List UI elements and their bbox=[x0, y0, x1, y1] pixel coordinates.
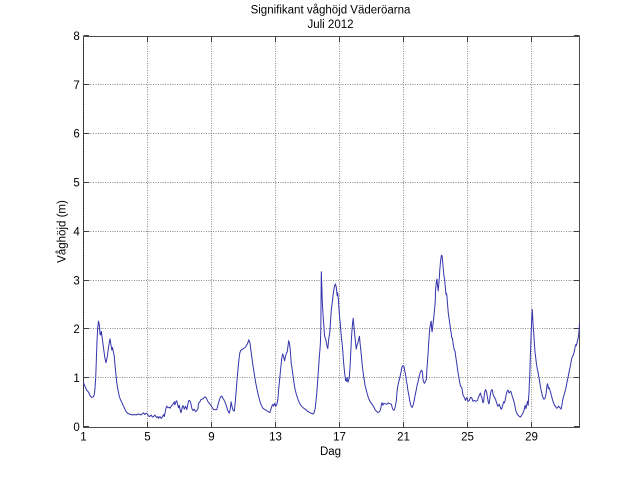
svg-text:Våghöjd (m): Våghöjd (m) bbox=[56, 200, 68, 263]
svg-text:8: 8 bbox=[73, 31, 79, 43]
svg-text:29: 29 bbox=[525, 432, 538, 444]
svg-text:Signifikant våghöjd Väderöarna: Signifikant våghöjd Väderöarna bbox=[251, 4, 411, 16]
svg-text:13: 13 bbox=[269, 432, 282, 444]
svg-text:25: 25 bbox=[461, 432, 474, 444]
svg-text:4: 4 bbox=[73, 226, 80, 238]
svg-text:5: 5 bbox=[73, 178, 79, 190]
svg-text:2: 2 bbox=[73, 324, 79, 336]
svg-text:3: 3 bbox=[73, 275, 79, 287]
svg-text:0: 0 bbox=[73, 422, 79, 434]
svg-text:6: 6 bbox=[73, 129, 79, 141]
svg-text:1: 1 bbox=[73, 373, 79, 385]
svg-text:9: 9 bbox=[208, 432, 214, 444]
svg-text:Juli 2012: Juli 2012 bbox=[307, 19, 353, 31]
svg-text:21: 21 bbox=[397, 432, 410, 444]
svg-text:7: 7 bbox=[73, 80, 79, 92]
svg-text:1: 1 bbox=[80, 432, 86, 444]
svg-text:17: 17 bbox=[333, 432, 346, 444]
svg-text:Dag: Dag bbox=[320, 446, 341, 458]
svg-text:5: 5 bbox=[144, 432, 150, 444]
